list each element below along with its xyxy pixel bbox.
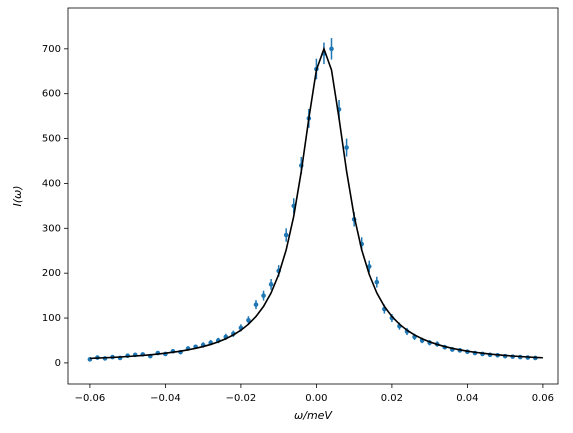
x-tick-label: −0.02 [226,393,257,404]
x-tick-label: 0.06 [532,393,554,404]
x-tick-label: 0.02 [381,393,403,404]
y-tick-label: 600 [42,89,61,100]
y-tick-label: 400 [42,178,61,189]
y-tick-label: 200 [42,268,61,279]
y-axis-label: I(ω) [11,185,24,206]
data-point [261,293,266,298]
data-point [253,302,259,307]
x-axis-label: ω/meV [294,409,333,422]
data-point [246,317,251,323]
plot-frame [67,7,559,385]
y-tick-label: 0 [55,358,61,369]
fit-line [89,46,543,360]
x-tick-label: 0.00 [305,393,327,404]
data-point [344,145,349,150]
data-point [283,232,289,238]
data-point [268,282,274,287]
y-tick-label: 300 [42,223,61,234]
x-tick-label: −0.04 [150,393,181,404]
data-point [366,264,372,269]
x-tick-label: 0.04 [456,393,478,404]
data-point [329,46,334,52]
y-tick-label: 500 [42,134,61,145]
x-tick-label: −0.06 [75,393,106,404]
y-tick-label: 100 [42,313,61,324]
data-point [374,279,380,285]
y-tick-label: 700 [42,44,61,55]
